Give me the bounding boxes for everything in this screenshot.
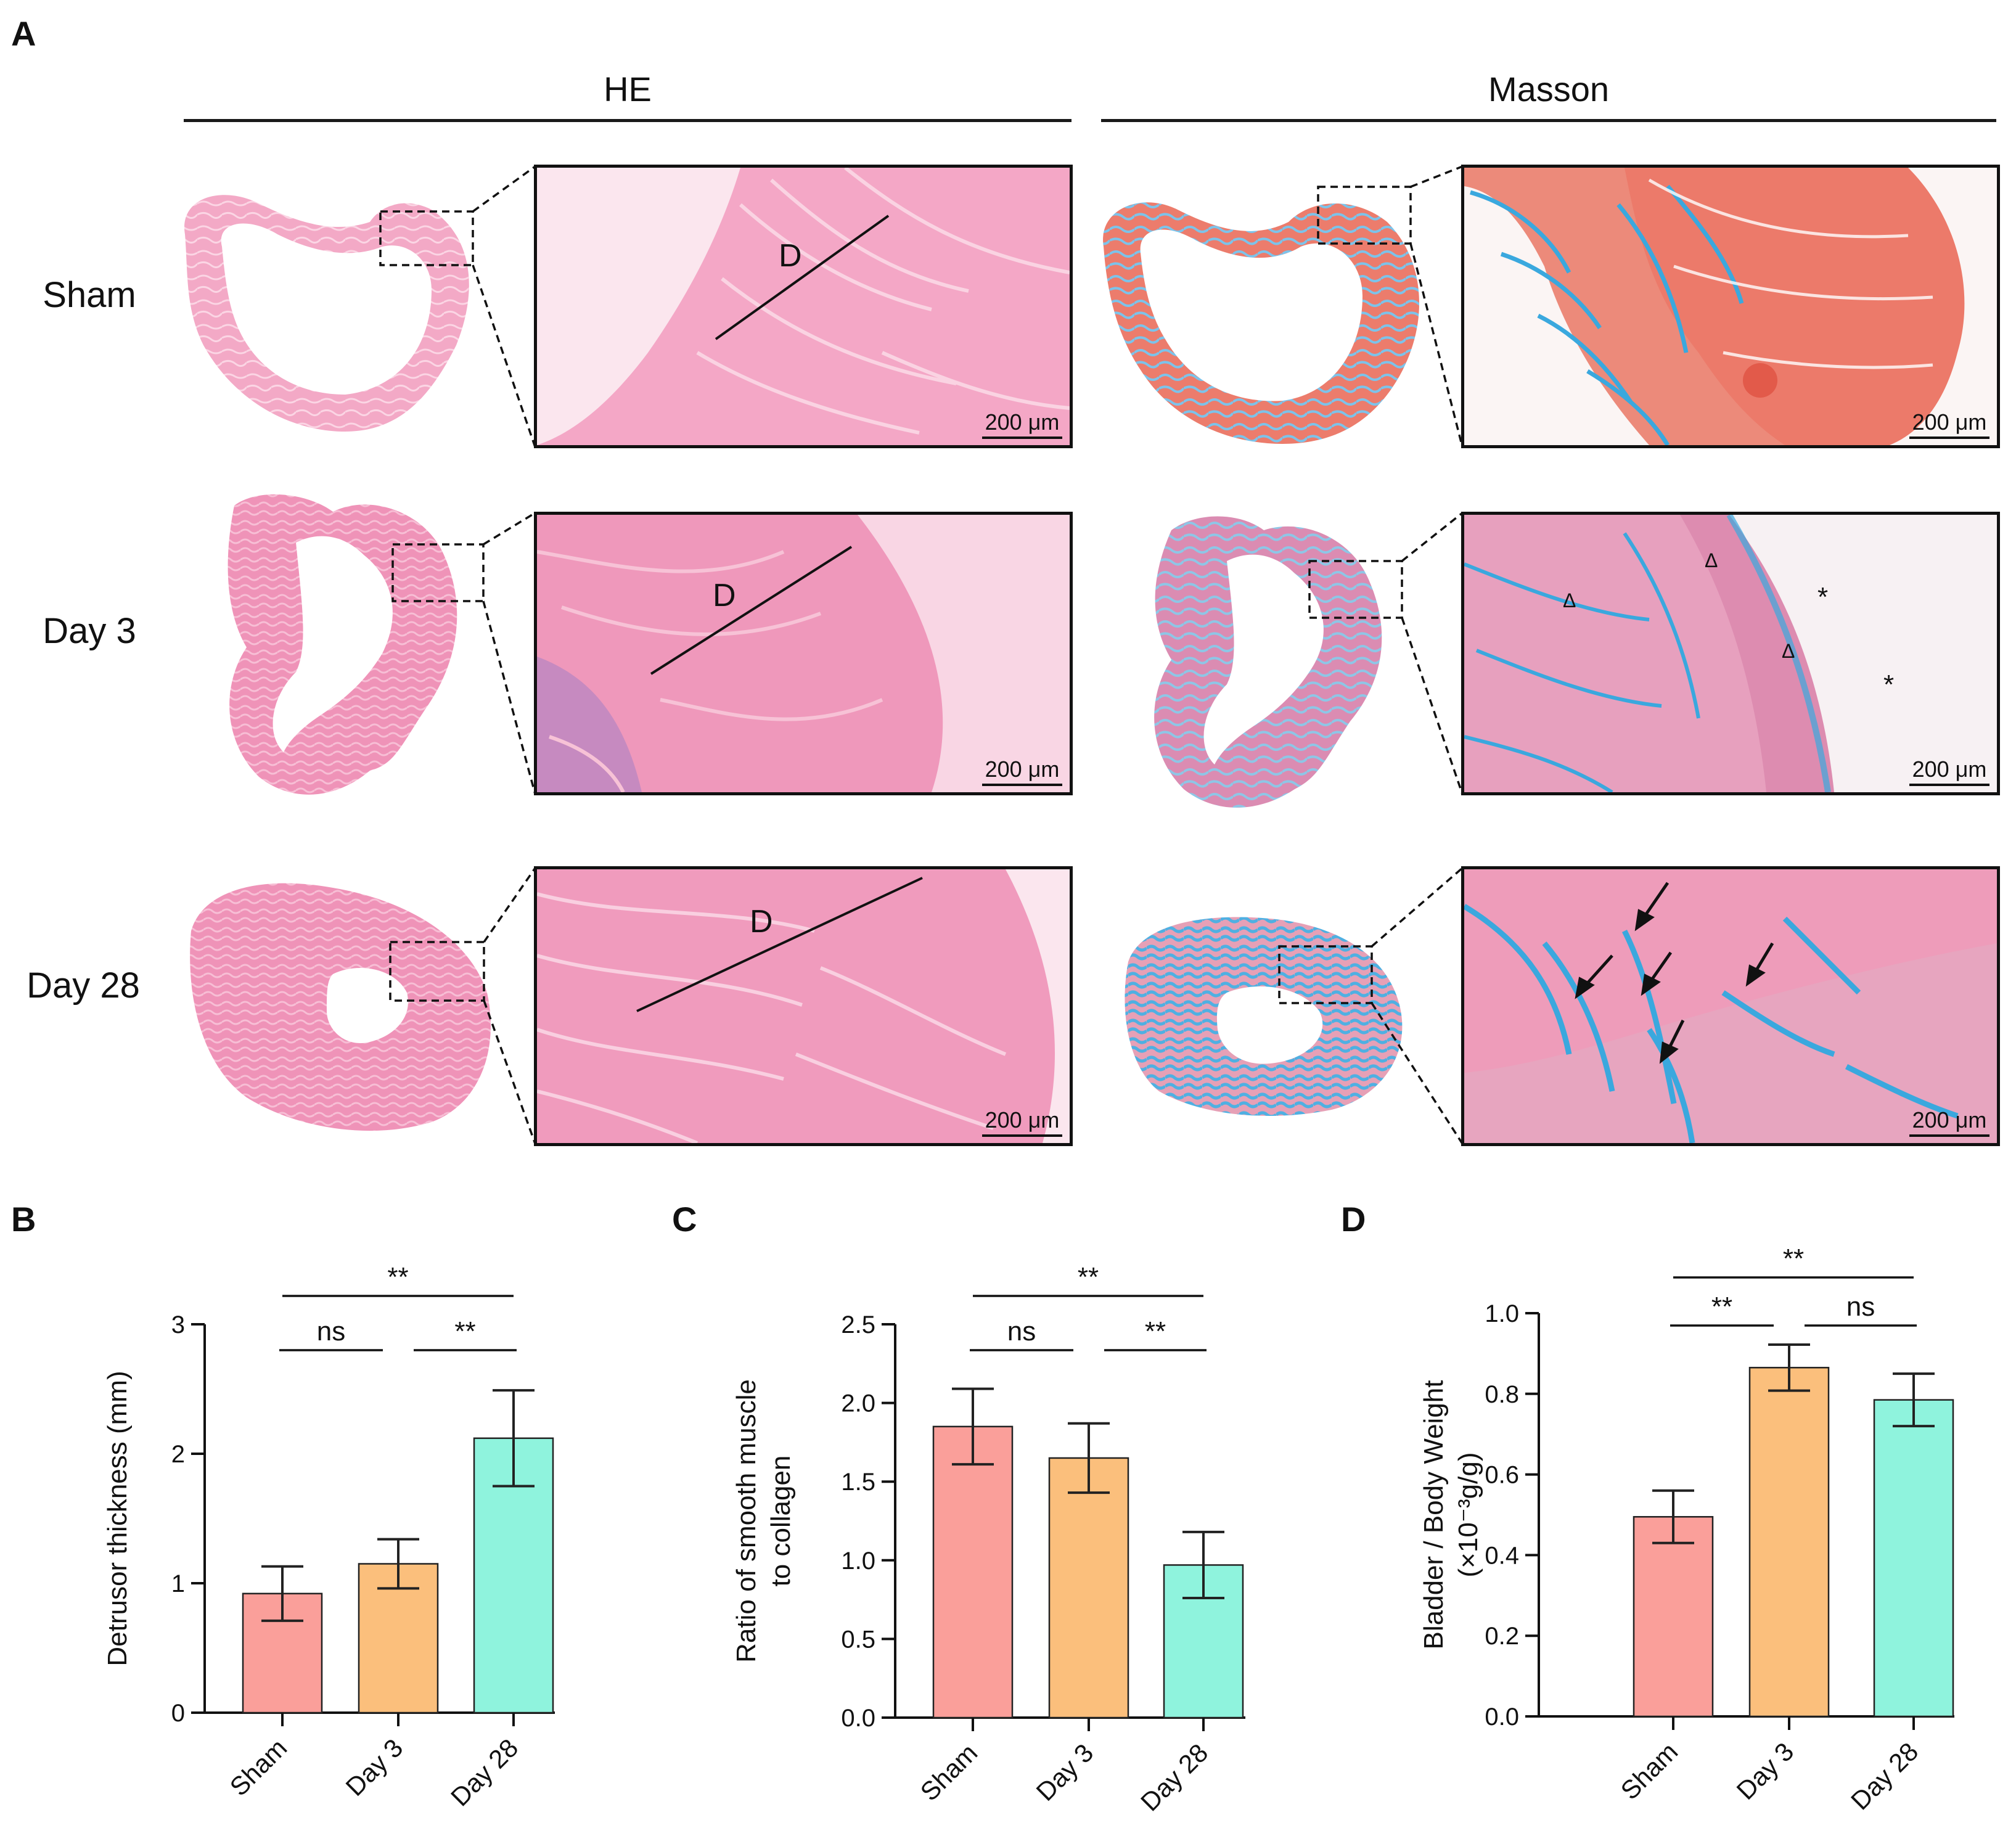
masson-section-day28 [1125, 917, 1403, 1116]
masson-day28-scale-bar: 200 μm [1909, 1107, 1989, 1137]
he-day28-zoom-panel: D 200 μm [534, 866, 1073, 1146]
chart-c-bar [1048, 1457, 1129, 1719]
chart-b-y-tick-label: 0 [171, 1700, 185, 1727]
chart-d-x-tick-label: Day 28 [1845, 1737, 1924, 1815]
he-day3-detrusor-marker: D [713, 578, 736, 613]
row-label-day28: Day 28 [27, 965, 140, 1006]
he-day3-roi-box [391, 543, 485, 602]
chart-c-y-tick-label: 2.0 [841, 1390, 875, 1417]
chart-c-y-tick-label: 2.5 [841, 1311, 875, 1338]
panel-d-label: D [1341, 1200, 1366, 1239]
masson-header: Masson [1488, 70, 1610, 109]
chart-b-x-tick-label: Day 28 [445, 1733, 523, 1811]
masson-sham-scale-bar: 200 μm [1909, 409, 1989, 439]
chart-b-y-tick-label: 1 [171, 1570, 185, 1597]
chart-b-y-axis-label: Detrusor thickness (mm) [102, 1371, 133, 1666]
masson-day3-star-marker-2: * [1883, 670, 1894, 700]
masson-day3-triangle-marker-1: Δ [1563, 589, 1576, 612]
row-label-day3: Day 3 [43, 611, 136, 651]
masson-section-sham [1103, 202, 1420, 444]
histology-overview-layer [184, 165, 1464, 1144]
chart-c-y-axis-label: Ratio of smooth muscle [731, 1379, 761, 1663]
he-sham-zoom-panel: D 200 μm [534, 165, 1073, 448]
chart-b-detrusor-thickness: 0 1 2 3 Detrusor thickness (mm) Sham Day 3 Day … [102, 1262, 555, 1811]
chart-c-y-tick-label: 1.0 [841, 1547, 875, 1575]
chart-d-y-tick-label: 1.0 [1485, 1300, 1519, 1327]
chart-d-y-tick-label: 0.2 [1485, 1623, 1519, 1650]
chart-d-x-tick-label: Day 3 [1731, 1737, 1800, 1805]
chart-d-y-tick-label: 0.8 [1485, 1381, 1519, 1408]
chart-b-significance-label: ** [387, 1262, 408, 1292]
panel-a-label: A [11, 14, 36, 53]
masson-section-day3 [1154, 516, 1382, 808]
chart-d-significance-label: ** [1711, 1292, 1732, 1322]
masson-day3-zoom-panel: Δ Δ Δ * * 200 μm [1461, 512, 2000, 795]
he-header: HE [604, 70, 652, 109]
masson-sham-zoom-panel: 200 μm [1461, 165, 2000, 448]
he-day28-scale-bar: 200 μm [982, 1107, 1062, 1137]
chart-b-significance-label: ns [317, 1316, 345, 1346]
he-day28-detrusor-marker: D [750, 904, 773, 940]
he-section-day3 [227, 494, 457, 795]
masson-day3-triangle-marker-3: Δ [1782, 640, 1795, 662]
masson-day3-star-marker-1: * [1817, 582, 1828, 612]
chart-c-bar [932, 1425, 1014, 1719]
chart-c-significance-label: ** [1145, 1316, 1166, 1346]
he-day3-scale-bar: 200 μm [982, 756, 1062, 786]
chart-c-x-tick-label: Day 28 [1135, 1738, 1213, 1816]
chart-d-y-tick-label: 0.4 [1485, 1542, 1519, 1569]
chart-d-bar [1633, 1516, 1714, 1718]
he-sham-scale-bar: 200 μm [982, 409, 1062, 439]
chart-b-significance-label: ** [454, 1316, 475, 1346]
chart-c-y-tick-label: 1.5 [841, 1469, 875, 1496]
chart-d-x-tick-label: Sham [1615, 1737, 1684, 1805]
masson-day3-scale-bar: 200 μm [1909, 756, 1989, 786]
chart-d-bladder-body-weight: 0.0 0.2 0.4 0.6 0.8 1.0 Bladder / Body Weight(… [1419, 1244, 1954, 1815]
chart-d-bar [1873, 1399, 1954, 1718]
masson-day3-triangle-marker-2: Δ [1705, 549, 1718, 572]
chart-d-significance-label: ns [1846, 1292, 1875, 1322]
masson-day28-zoom-panel: 200 μm [1461, 866, 2000, 1146]
chart-b-x-tick-label: Day 3 [340, 1733, 409, 1801]
he-header-rule [184, 119, 1072, 122]
chart-d-y-axis-label: Bladder / Body Weight [1419, 1380, 1449, 1650]
chart-b-y-tick-label: 3 [171, 1311, 185, 1338]
chart-d-bar [1748, 1367, 1830, 1718]
panel-b-label: B [11, 1200, 36, 1239]
chart-d-y-tick-label: 0.6 [1485, 1462, 1519, 1489]
chart-c-significance-label: ** [1078, 1262, 1099, 1292]
row-label-sham: Sham [43, 275, 136, 315]
he-sham-detrusor-marker: D [779, 238, 802, 274]
he-day28-roi-box [389, 941, 485, 1002]
chart-c-x-tick-label: Sham [915, 1738, 983, 1806]
chart-d-y-axis-label-line2: (×10⁻³g/g) [1453, 1453, 1483, 1578]
he-sham-roi-box [379, 210, 474, 266]
chart-c-x-tick-label: Day 3 [1031, 1738, 1099, 1806]
chart-b-y-tick-label: 2 [171, 1441, 185, 1468]
chart-d-y-tick-label: 0.0 [1485, 1703, 1519, 1731]
chart-b-x-tick-label: Sham [224, 1733, 293, 1801]
chart-c-y-tick-label: 0.5 [841, 1626, 875, 1653]
he-section-day28 [190, 883, 491, 1131]
chart-c-significance-label: ns [1007, 1316, 1036, 1346]
he-section-sham [184, 195, 469, 432]
chart-d-significance-label: ** [1783, 1244, 1804, 1274]
panel-c-label: C [672, 1200, 697, 1239]
masson-header-rule [1101, 119, 1996, 122]
chart-c-y-axis-label-line2: to collagen [766, 1456, 796, 1587]
chart-c-y-tick-label: 0.0 [841, 1705, 875, 1732]
he-day3-zoom-panel: D 200 μm [534, 512, 1073, 795]
chart-c-muscle-collagen-ratio: 0.0 0.5 1.0 1.5 2.0 2.5 Ratio of smooth muscle… [731, 1262, 1245, 1816]
